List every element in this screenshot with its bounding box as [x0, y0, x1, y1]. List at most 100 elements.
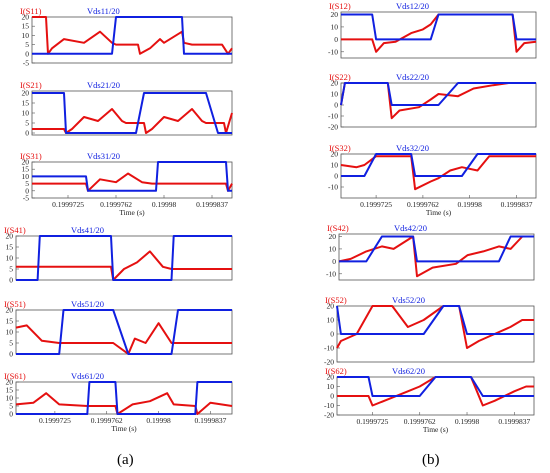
y-tick-label: 20	[331, 150, 339, 159]
y-tick-label: 20	[6, 378, 14, 387]
y-tick-label: 10	[6, 254, 14, 263]
series-line-voltage	[337, 376, 534, 397]
series-label-current: I(S21)	[20, 80, 42, 90]
series-line-voltage	[341, 13, 536, 41]
series-label-current: I(S61)	[4, 371, 26, 381]
series-label-current: I(S22)	[329, 72, 351, 82]
series-line-voltage	[32, 92, 232, 134]
y-tick-label: 10	[327, 316, 335, 325]
y-tick-label: 15	[6, 317, 14, 326]
y-tick-label: -20	[328, 123, 338, 132]
y-tick-label: 20	[327, 302, 335, 311]
y-tick-label: 10	[22, 172, 30, 181]
y-tick-label: 5	[9, 339, 13, 348]
chart-4: 0 5 10 15 20I(S41) Vds41/20	[4, 225, 233, 285]
x-tick-label: 0.1999837	[501, 200, 533, 209]
y-tick-label: 10	[331, 161, 339, 170]
y-tick-label: 0	[332, 257, 336, 266]
y-tick-label: 0	[334, 35, 338, 44]
series-label-current: I(S31)	[20, 151, 42, 161]
y-tick-label: 20	[331, 10, 339, 19]
y-tick-label: 10	[327, 382, 335, 391]
y-tick-label: 10	[22, 109, 30, 118]
series-label-voltage: Vds62/20	[392, 366, 425, 376]
chart-11: -20 -10 0 10 20I(S52) Vds52/20	[324, 295, 535, 367]
series-label-voltage: Vds41/20	[71, 225, 104, 235]
series-line-voltage	[341, 153, 536, 177]
chart-7: -10 0 10 20I(S12) Vds12/20	[328, 1, 537, 59]
y-tick-label: 5	[25, 119, 29, 128]
x-axis-label: Time (s)	[426, 208, 452, 217]
y-tick-label: 15	[22, 22, 30, 31]
y-tick-label: -10	[324, 344, 334, 353]
series-label-voltage: Vds11/20	[87, 6, 120, 16]
x-tick-label: 0.1999837	[498, 417, 530, 426]
series-label-current: I(S52)	[325, 295, 347, 305]
y-tick-label: 0	[330, 392, 334, 401]
series-label-voltage: Vds31/20	[87, 151, 120, 161]
y-tick-label: 0	[330, 330, 334, 339]
y-tick-label: 20	[327, 373, 335, 382]
plot-frame	[15, 309, 233, 355]
series-line-voltage	[336, 305, 534, 335]
series-label-voltage: Vds21/20	[87, 80, 120, 90]
series-label-current: I(S12)	[329, 1, 351, 11]
y-tick-label: 0	[9, 410, 13, 419]
series-label-current: I(S11)	[20, 6, 42, 16]
y-tick-label: 0	[334, 101, 338, 110]
series-line-voltage	[339, 235, 534, 263]
series-label-current: I(S41)	[4, 225, 26, 235]
series-line-current	[32, 108, 233, 134]
y-tick-label: -5	[23, 194, 29, 203]
x-tick-label: 0.1999725	[360, 200, 392, 209]
y-tick-label: 15	[22, 99, 30, 108]
series-label-voltage: Vds42/20	[394, 223, 427, 233]
series-label-current: I(S42)	[327, 223, 349, 233]
y-tick-label: 0	[25, 186, 29, 195]
y-tick-label: 10	[22, 31, 30, 40]
y-tick-label: 0	[25, 49, 29, 58]
panel-label-b: (b)	[422, 452, 440, 468]
y-tick-label: 5	[9, 402, 13, 411]
y-tick-label: 0	[25, 129, 29, 138]
series-label-voltage: Vds12/20	[396, 1, 429, 11]
x-tick-label: 0.1999837	[196, 200, 228, 209]
y-tick-label: 10	[331, 90, 339, 99]
series-line-voltage	[340, 82, 536, 106]
y-tick-label: 15	[6, 386, 14, 395]
series-label-current: I(S62)	[325, 366, 347, 376]
series-label-voltage: Vds22/20	[396, 72, 429, 82]
y-tick-label: 5	[9, 265, 13, 274]
x-tick-label: 0.1999725	[52, 200, 84, 209]
series-label-voltage: Vds52/20	[392, 295, 425, 305]
chart-9: -10 0 10 20 0.1999725 0.1999762 0.19998 0.19998…	[328, 143, 537, 217]
y-tick-label: -20	[324, 358, 334, 367]
y-tick-label: 0	[9, 276, 13, 285]
x-axis-label: Time (s)	[423, 425, 449, 434]
y-tick-label: 10	[331, 22, 339, 31]
y-tick-label: 20	[331, 79, 339, 88]
y-tick-label: -10	[324, 401, 334, 410]
series-line-voltage	[32, 16, 232, 55]
x-axis-label: Time (s)	[111, 424, 137, 433]
series-line-current	[338, 235, 534, 278]
y-tick-label: 20	[22, 89, 30, 98]
plot-frame	[31, 161, 233, 199]
series-line-voltage	[16, 235, 232, 281]
chart-8: -20 -10 0 10 20I(S22) Vds22/20	[328, 72, 537, 132]
chart-5: 0 5 10 15 20I(S51) Vds51/20	[4, 299, 233, 359]
panel-label-a: (a)	[117, 452, 134, 468]
series-label-voltage: Vds51/20	[71, 299, 104, 309]
y-tick-label: 0	[9, 350, 13, 359]
y-tick-label: -5	[23, 59, 29, 68]
series-label-voltage: Vds61/20	[71, 371, 104, 381]
series-line-voltage	[32, 161, 232, 192]
y-tick-label: 20	[6, 232, 14, 241]
x-tick-label: 0.1999725	[357, 417, 389, 426]
y-tick-label: 20	[6, 306, 14, 315]
y-tick-label: -10	[328, 47, 338, 56]
